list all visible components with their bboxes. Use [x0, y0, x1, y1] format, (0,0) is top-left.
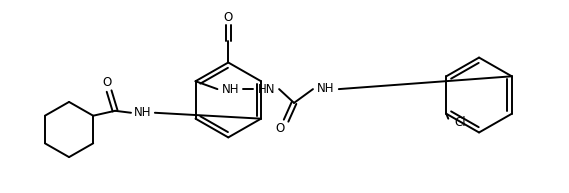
Text: NH: NH	[317, 82, 335, 95]
Text: O: O	[275, 122, 284, 135]
Text: Cl: Cl	[454, 116, 466, 129]
Text: HN: HN	[257, 83, 275, 96]
Text: O: O	[224, 11, 233, 24]
Text: O: O	[102, 76, 112, 89]
Text: NH: NH	[134, 106, 152, 119]
Text: NH: NH	[221, 83, 239, 96]
